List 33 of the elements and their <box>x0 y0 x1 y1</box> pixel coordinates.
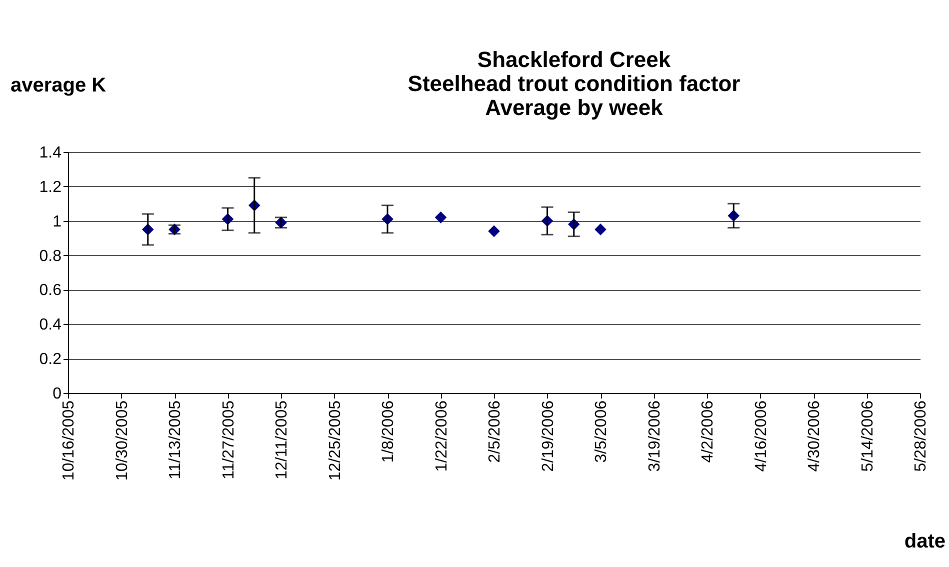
x-tick-label: 12/25/2005 <box>326 400 344 481</box>
x-tick-label: 4/2/2006 <box>700 400 716 463</box>
x-tick-label: 2/5/2006 <box>486 400 504 463</box>
y-tick-label: 1.4 <box>39 144 62 162</box>
y-tick-label: 0.2 <box>39 351 62 368</box>
point <box>488 225 500 238</box>
x-tick-label: 5/28/2006 <box>912 400 930 472</box>
y-tick-label: 1 <box>52 213 62 230</box>
x-tick-label: 1/22/2006 <box>433 400 450 472</box>
x-tick-label: 10/16/2005 <box>60 400 78 481</box>
x-tick-label: 1/8/2006 <box>380 400 397 463</box>
x-tick-label: 3/5/2006 <box>593 400 610 463</box>
y-tick-label: 0.6 <box>39 282 62 300</box>
text: Shackleford Creek <box>477 47 671 72</box>
y-tick-label: 0.8 <box>39 248 62 265</box>
x-tick-label: 2/19/2006 <box>540 400 557 472</box>
y-tick-label: 0 <box>52 386 62 402</box>
text: Steelhead trout condition factor <box>408 71 740 96</box>
x-tick-label: 12/11/2005 <box>274 400 290 480</box>
x-axis-title: date <box>904 530 946 552</box>
x-tick-label: 10/30/2005 <box>114 400 131 481</box>
point <box>434 212 447 224</box>
x-tick-label: 11/27/2005 <box>220 400 238 480</box>
y-tick-label: 1.2 <box>39 178 62 196</box>
text: Average by week <box>485 95 663 120</box>
x-tick-label: 11/13/2005 <box>167 400 184 480</box>
point <box>594 224 606 236</box>
x-tick-label: 4/16/2006 <box>752 400 770 472</box>
y-tick-label: 0.4 <box>39 316 62 334</box>
x-tick-label: 5/14/2006 <box>859 400 876 472</box>
x-tick-label: 4/30/2006 <box>806 400 823 472</box>
y-axis-title: average K <box>10 74 107 96</box>
x-tick-label: 3/19/2006 <box>646 400 664 472</box>
